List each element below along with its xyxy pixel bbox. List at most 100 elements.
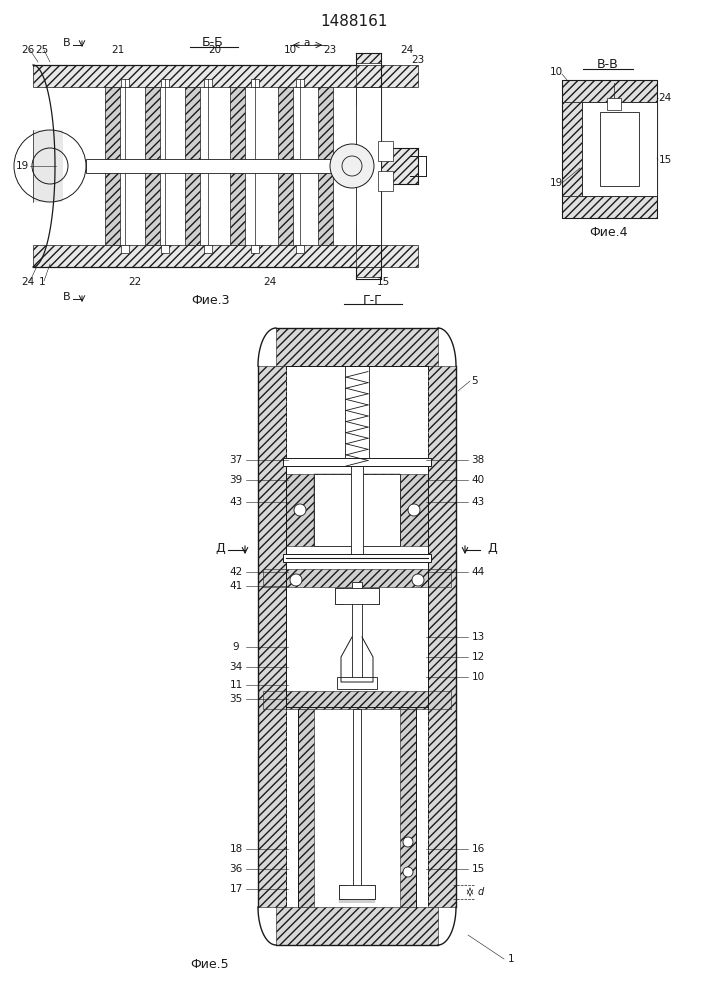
- Bar: [562, 80, 657, 102]
- Bar: [356, 65, 418, 87]
- Circle shape: [403, 837, 413, 847]
- Text: 41: 41: [229, 581, 243, 591]
- Text: d: d: [478, 887, 484, 897]
- Text: 43: 43: [472, 497, 484, 507]
- Text: 10: 10: [549, 67, 563, 77]
- Bar: [161, 245, 169, 253]
- Bar: [428, 366, 456, 907]
- Text: 24: 24: [658, 93, 672, 103]
- Text: 25: 25: [35, 45, 49, 55]
- Text: 40: 40: [472, 475, 484, 485]
- Bar: [251, 245, 259, 253]
- Bar: [314, 474, 355, 546]
- Bar: [337, 677, 377, 689]
- Bar: [121, 79, 129, 87]
- Bar: [607, 98, 621, 110]
- Bar: [359, 474, 400, 546]
- Bar: [582, 102, 657, 196]
- Bar: [371, 588, 379, 604]
- Text: 42: 42: [229, 567, 243, 577]
- Bar: [367, 885, 375, 899]
- Bar: [283, 554, 431, 562]
- Text: 15: 15: [472, 864, 484, 874]
- Text: 10: 10: [284, 45, 296, 55]
- Circle shape: [294, 504, 306, 516]
- Bar: [335, 588, 379, 604]
- Bar: [378, 141, 393, 161]
- Bar: [562, 102, 582, 196]
- Bar: [121, 245, 129, 253]
- Bar: [185, 87, 200, 245]
- Bar: [356, 53, 381, 63]
- Bar: [352, 582, 362, 687]
- Bar: [161, 79, 169, 87]
- Text: 1: 1: [508, 954, 514, 964]
- Bar: [230, 87, 245, 245]
- Text: 24: 24: [400, 45, 414, 55]
- Bar: [351, 463, 363, 557]
- Text: 5: 5: [471, 376, 477, 386]
- Bar: [86, 159, 356, 173]
- Text: а: а: [304, 38, 310, 48]
- Circle shape: [412, 574, 424, 586]
- Text: 9: 9: [233, 642, 239, 652]
- Text: 35: 35: [229, 694, 243, 704]
- Bar: [339, 885, 347, 899]
- Bar: [298, 709, 314, 907]
- Text: 39: 39: [229, 475, 243, 485]
- Text: В: В: [63, 292, 71, 302]
- Bar: [33, 130, 63, 202]
- Text: Фие.5: Фие.5: [191, 958, 229, 972]
- Circle shape: [290, 574, 302, 586]
- Bar: [278, 87, 293, 245]
- Bar: [356, 227, 381, 245]
- Text: Б-Б: Б-Б: [202, 36, 224, 49]
- Circle shape: [330, 144, 374, 188]
- Bar: [276, 328, 438, 366]
- Text: 1: 1: [39, 277, 45, 287]
- Text: Фие.4: Фие.4: [589, 227, 627, 239]
- Text: 17: 17: [229, 884, 243, 894]
- Bar: [204, 245, 212, 253]
- Bar: [356, 87, 381, 105]
- Text: 19: 19: [16, 161, 28, 171]
- Text: Фие.3: Фие.3: [191, 294, 229, 306]
- Text: 18: 18: [229, 844, 243, 854]
- Bar: [263, 691, 451, 709]
- Bar: [296, 79, 304, 87]
- Text: 12: 12: [472, 652, 484, 662]
- Text: 26: 26: [21, 45, 35, 55]
- Bar: [639, 102, 657, 196]
- Bar: [204, 79, 212, 87]
- Bar: [339, 885, 375, 899]
- Text: В: В: [63, 38, 71, 48]
- Bar: [356, 245, 418, 267]
- Bar: [600, 112, 639, 186]
- Bar: [353, 709, 361, 897]
- Bar: [276, 907, 438, 945]
- Bar: [318, 87, 333, 245]
- Bar: [145, 87, 160, 245]
- Bar: [356, 267, 381, 277]
- Bar: [105, 87, 120, 245]
- Circle shape: [408, 504, 420, 516]
- Text: Д: Д: [487, 542, 497, 554]
- Text: 16: 16: [472, 844, 484, 854]
- Text: В-В: В-В: [597, 58, 619, 72]
- Text: Г-Г: Г-Г: [363, 294, 383, 306]
- Bar: [400, 474, 428, 546]
- Text: 20: 20: [209, 45, 221, 55]
- Text: 15: 15: [658, 155, 672, 165]
- Text: 13: 13: [472, 632, 484, 642]
- Text: 21: 21: [112, 45, 124, 55]
- Text: 23: 23: [411, 55, 425, 65]
- Text: 43: 43: [229, 497, 243, 507]
- Bar: [251, 79, 259, 87]
- Bar: [33, 245, 358, 267]
- Bar: [378, 171, 393, 191]
- Bar: [263, 569, 451, 587]
- Text: 38: 38: [472, 455, 484, 465]
- Circle shape: [403, 867, 413, 877]
- Text: 1488161: 1488161: [320, 14, 387, 29]
- Bar: [258, 366, 286, 907]
